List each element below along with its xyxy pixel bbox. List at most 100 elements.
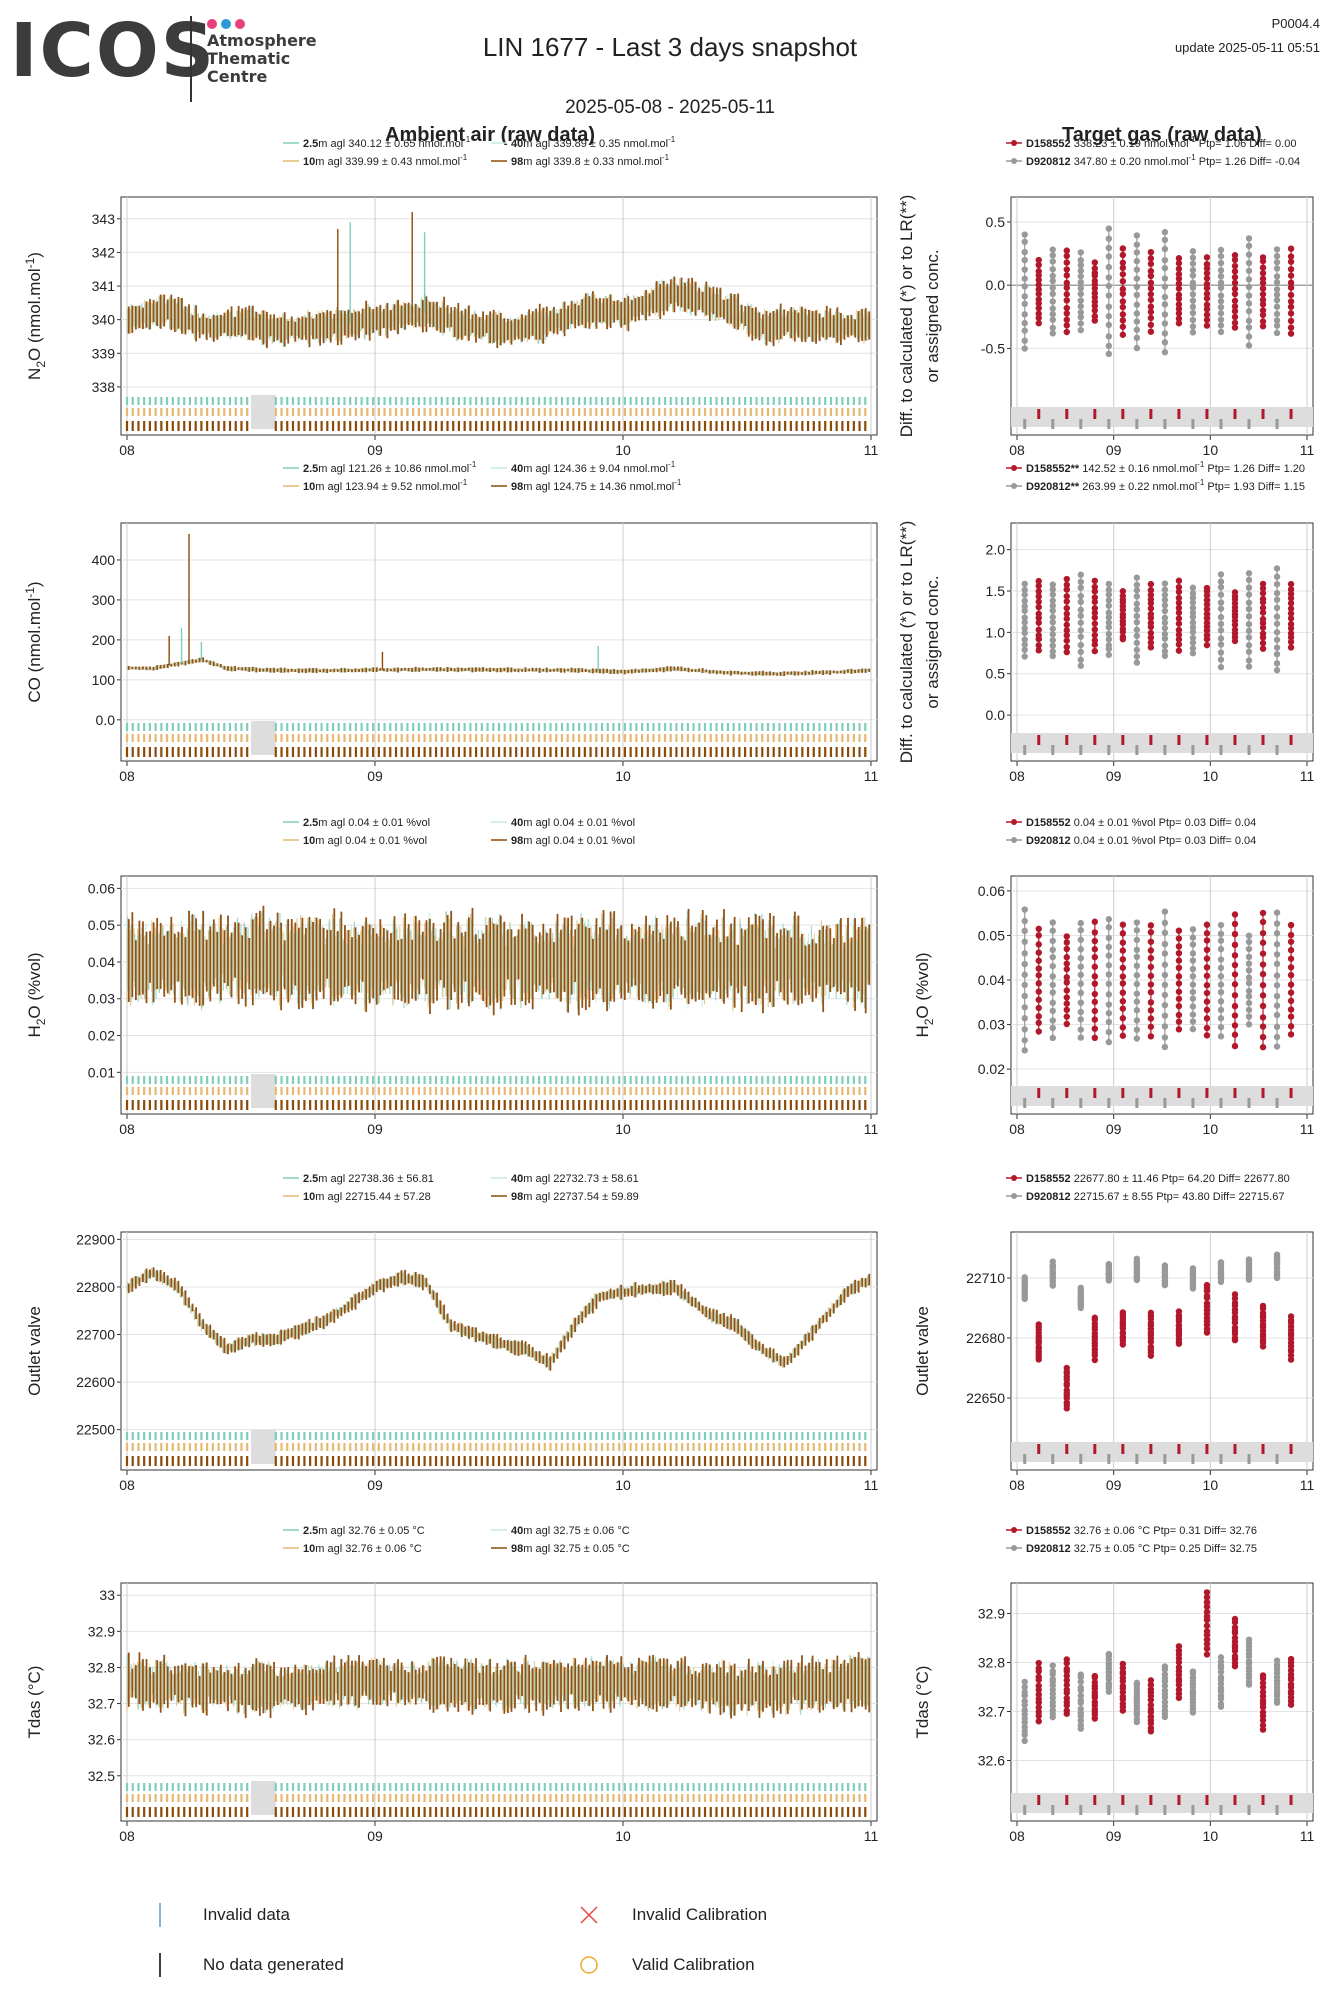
target-d920812-point [1105, 602, 1113, 609]
target-d920812-point [1049, 298, 1056, 305]
target-d920812-point [1189, 590, 1197, 597]
target-y-tick-label: -0.5 [981, 340, 1005, 356]
target-d158552-point [1203, 982, 1211, 989]
target-d158552-point [1287, 964, 1295, 971]
target-d158552-point [1063, 252, 1070, 260]
target-d158552-point [1119, 956, 1127, 963]
target-d920812-point [1273, 604, 1281, 612]
target-d158552-point [1063, 987, 1070, 994]
target-d158552-point [1091, 1016, 1099, 1023]
target-d920812-point [1133, 1035, 1141, 1042]
target-d158552-point [1035, 932, 1042, 939]
target-d920812-point [1161, 625, 1169, 632]
target-d920812-point [1133, 275, 1141, 282]
target-d920812-point [1245, 627, 1253, 635]
target-d920812-point [1217, 620, 1225, 628]
target-d920812-point [1049, 316, 1056, 323]
target-y-axis-label-line2: or assigned conc. [923, 575, 942, 708]
target-d158552-point [1287, 1013, 1295, 1020]
target-d920812-point [1105, 619, 1113, 626]
target-d158552-point [1203, 937, 1211, 944]
target-d920812-point [1105, 630, 1113, 638]
target-d920812-point [1133, 1007, 1141, 1014]
target-d920812-point [1217, 1023, 1225, 1031]
target-d920812-point [1049, 581, 1056, 588]
target-d920812-point [1105, 609, 1113, 616]
target-d158552-point [1147, 929, 1155, 936]
target-d920812-point [1189, 619, 1197, 626]
target-d920812-point [1105, 651, 1113, 659]
ambient-y-tick-label: 0.01 [88, 1064, 115, 1080]
target-d920812-point [1077, 971, 1085, 979]
target-d920812-point [1245, 1013, 1253, 1020]
ambient-x-tick-label: 08 [119, 442, 135, 458]
ambient-y-tick-label: 400 [92, 552, 116, 568]
date-range: 2025-05-08 - 2025-05-11 [565, 97, 775, 118]
target-d920812-point [1161, 339, 1169, 346]
target-d920812-point [1021, 1037, 1028, 1044]
target-d158552-point [1287, 971, 1295, 979]
target-d920812-point [1077, 320, 1085, 327]
target-d158552-point [1063, 272, 1070, 279]
target-d158552-point [1259, 285, 1267, 292]
target-d158552-point [1063, 939, 1070, 946]
target-d920812-point [1077, 619, 1085, 626]
target-d920812-point [1021, 960, 1028, 968]
target-d158552-point [1175, 594, 1183, 602]
target-d920812-point [1245, 333, 1253, 340]
target-d920812-point [1105, 292, 1113, 299]
target-d158552-point [1147, 328, 1155, 335]
target-d158552-point [1119, 303, 1127, 311]
target-d158552-point [1147, 634, 1155, 641]
target-calibration-band [1011, 733, 1313, 753]
target-d920812-point [1133, 232, 1141, 239]
target-d920812-point [1217, 635, 1225, 642]
target-d158552-point [1147, 623, 1155, 631]
target-d158552-point [1147, 272, 1155, 280]
legend-entry-10m: 10m agl 0.04 ± 0.01 %vol [303, 835, 427, 847]
target-d920812-point [1049, 919, 1056, 926]
target-d158552-point [1035, 304, 1042, 312]
target-d920812-point [1245, 584, 1253, 591]
target-d920812-point [1049, 310, 1056, 318]
target-d920812-point [1021, 636, 1028, 643]
target-d158552-point [1231, 268, 1239, 275]
target-d158552-point [1091, 620, 1099, 627]
target-d920812-point [1133, 326, 1141, 333]
target-d158552-point [1203, 270, 1211, 277]
target-legend-entry: D158552 338.23 ± 0.19 nmol.mol-1 Ptp= 1.… [1026, 135, 1296, 150]
target-d158552-point [1259, 311, 1267, 319]
target-d920812-point [1021, 614, 1028, 621]
ambient-gap-band [251, 721, 276, 755]
target-d920812-point [1161, 619, 1169, 626]
ambient-y-tick-label: 342 [92, 244, 116, 260]
target-d158552-point [1063, 604, 1070, 612]
ambient-y-axis-label: CO (nmol.mol-1) [23, 581, 44, 702]
target-d158552-point [1203, 606, 1211, 613]
target-d920812-point [1217, 279, 1225, 286]
target-d920812-point [1105, 971, 1113, 978]
target-d158552-point [1119, 251, 1127, 259]
legend-entry-2.5m: 2.5m agl 22738.36 ± 56.81 [303, 1173, 434, 1185]
target-d158552-point [1063, 621, 1070, 629]
target-d158552-point [1035, 300, 1042, 307]
target-d920812-point [1133, 972, 1141, 979]
target-d158552-point [1203, 921, 1211, 928]
target-x-tick-label: 11 [1300, 768, 1315, 784]
target-d920812-point [1105, 916, 1113, 923]
target-d158552-point [1259, 609, 1267, 616]
target-d158552-point [1147, 629, 1155, 637]
target-d158552-point [1147, 285, 1155, 292]
target-d920812-point [1273, 273, 1281, 280]
target-d920812-point [1189, 309, 1197, 317]
target-d920812-point [1217, 322, 1225, 329]
target-d158552-point [1259, 970, 1267, 978]
target-d920812-point [1021, 283, 1028, 290]
target-d920812-point [1161, 940, 1169, 948]
target-d920812-point [1105, 624, 1113, 631]
target-d158552-point [1035, 598, 1042, 605]
target-d158552-point [1287, 1031, 1295, 1038]
ambient-x-tick-label: 11 [864, 1477, 879, 1493]
target-d920812-point [1245, 932, 1253, 939]
target-d920812-point [1161, 630, 1169, 638]
